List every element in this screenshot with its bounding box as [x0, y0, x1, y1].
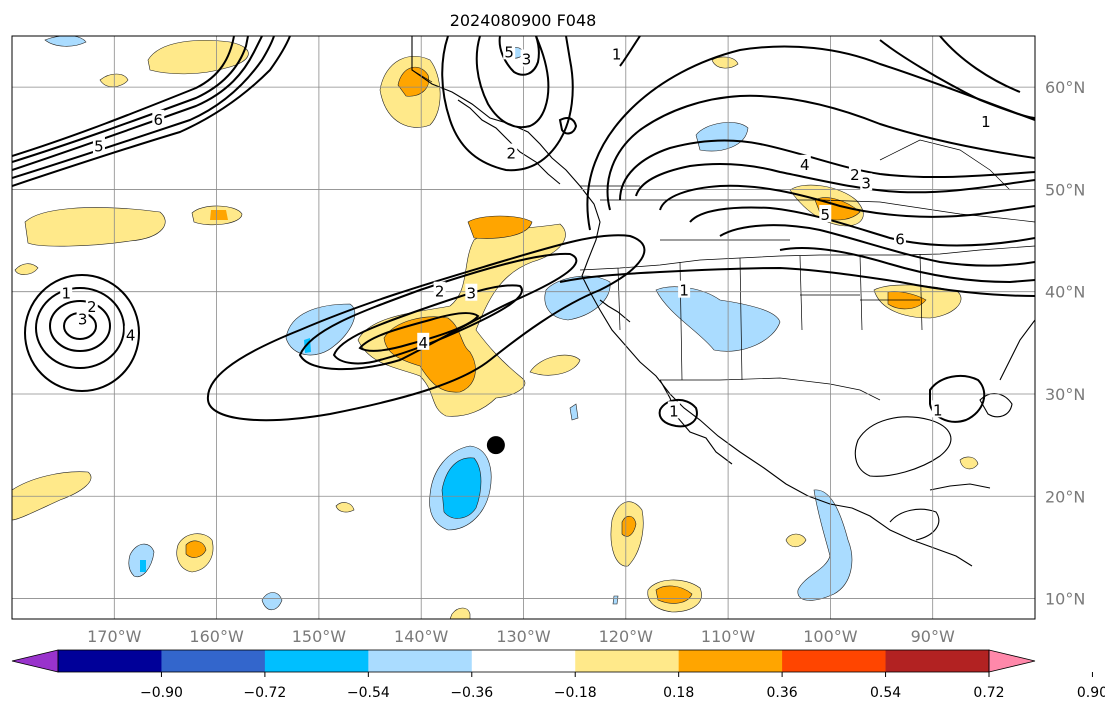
colorbar-tick-label: −0.54 — [347, 685, 390, 701]
colorbar-tick-label: −0.18 — [554, 685, 597, 701]
map-title: 2024080900 F048 — [450, 11, 597, 30]
contour-label-background — [678, 280, 691, 298]
contour-label-background — [610, 44, 623, 62]
contour-label: 2 — [506, 145, 516, 163]
longitude-label: 90°W — [911, 627, 955, 646]
colorbar-tick-label: 0.36 — [767, 685, 798, 701]
latitude-label: 40°N — [1045, 283, 1085, 302]
contour-label: 3 — [861, 174, 871, 192]
contour-label-background — [92, 136, 105, 154]
colorbar-segment — [58, 650, 162, 672]
contour-label-background — [152, 109, 165, 127]
contour-label: 5 — [504, 43, 514, 61]
contour-label: 1 — [981, 113, 991, 131]
contour-label-background — [417, 332, 430, 350]
contour-label-background — [85, 297, 98, 315]
longitude-label: 110°W — [701, 627, 756, 646]
contour-label: 3 — [467, 285, 477, 303]
longitude-label: 130°W — [496, 627, 551, 646]
colorbar-tick-label: 0.54 — [870, 685, 901, 701]
location-marker — [486, 436, 505, 455]
contour-label-background — [848, 165, 861, 183]
latitude-label: 60°N — [1045, 78, 1085, 97]
contour-label-background — [667, 401, 680, 419]
contour-label-background — [893, 229, 906, 247]
colorbar-segment — [678, 650, 783, 672]
contour-label: 2 — [435, 283, 445, 301]
longitude-label: 170°W — [87, 627, 142, 646]
colorbar-segment — [885, 650, 990, 672]
longitude-label: 140°W — [394, 627, 449, 646]
contour-label: 3 — [78, 310, 88, 328]
longitude-label: 160°W — [189, 627, 244, 646]
contour-label-background — [520, 49, 533, 67]
contour-label: 1 — [612, 45, 622, 63]
longitude-label: 150°W — [292, 627, 347, 646]
contour-label: 1 — [679, 282, 689, 300]
contour-label-background — [819, 204, 832, 222]
colorbar-tick-label: 0.90 — [1077, 685, 1105, 701]
contour-label: 5 — [821, 206, 831, 224]
longitude-label: 100°W — [803, 627, 858, 646]
colorbar-segment — [782, 650, 887, 672]
contour-label-background — [505, 143, 518, 161]
contour-label-background — [503, 42, 516, 60]
contour-label: 4 — [126, 327, 136, 345]
latitude-label: 20°N — [1045, 487, 1085, 506]
contour-label-background — [60, 283, 73, 301]
contour-label-background — [433, 281, 446, 299]
colorbar-extend-high — [989, 650, 1035, 672]
colorbar-tick-label: −0.36 — [450, 685, 493, 701]
longitude-label: 120°W — [599, 627, 654, 646]
contour-label: 1 — [669, 402, 679, 420]
contour-label: 2 — [850, 166, 860, 184]
contour-label: 6 — [895, 231, 905, 249]
colorbar: −0.90 −0.72 −0.54 −0.36 −0.18 0.18 0.36 0.54 0.7… — [11, 649, 1105, 701]
contour-label: 1 — [61, 285, 71, 303]
colorbar-tick-label: 0.18 — [663, 685, 694, 701]
colorbar-segment — [264, 650, 369, 672]
contour-label-background — [979, 111, 992, 129]
contour-label-background — [798, 154, 811, 172]
contour-label: 1 — [933, 401, 943, 419]
colorbar-tick-label: 0.72 — [973, 685, 1004, 701]
latitude-label: 10°N — [1045, 590, 1085, 609]
colorbar-tick-label: −0.90 — [140, 685, 183, 701]
map-frame — [11, 35, 1036, 620]
contour-label-background — [76, 309, 89, 327]
colorbar-segment — [368, 650, 473, 672]
latitude-label: 50°N — [1045, 180, 1085, 199]
colorbar-tick-label: −0.72 — [243, 685, 286, 701]
contour-label: 4 — [418, 334, 428, 352]
colorbar-segment — [471, 650, 576, 672]
contour-label: 2 — [87, 298, 97, 316]
contour-label-background — [931, 400, 944, 418]
contour-label-background — [860, 173, 873, 191]
contour-label: 4 — [800, 156, 810, 174]
latitude-labels: 60°N 50°N 40°N 30°N 20°N 10°N — [1045, 78, 1085, 608]
latitude-label: 30°N — [1045, 385, 1085, 404]
longitude-labels: 170°W 160°W 150°W 140°W 130°W 120°W 110°W 100°W… — [87, 627, 955, 646]
contour-lines — [12, 36, 1035, 428]
contour-label-background — [124, 325, 137, 343]
colorbar-segment — [575, 650, 680, 672]
contour-label: 3 — [522, 51, 532, 69]
colorbar-extend-low — [12, 650, 58, 672]
contour-label: 6 — [154, 111, 164, 129]
contour-label-background — [465, 283, 478, 301]
political-borders — [411, 36, 1035, 401]
contour-label: 5 — [94, 137, 104, 155]
colorbar-segment — [161, 650, 266, 672]
